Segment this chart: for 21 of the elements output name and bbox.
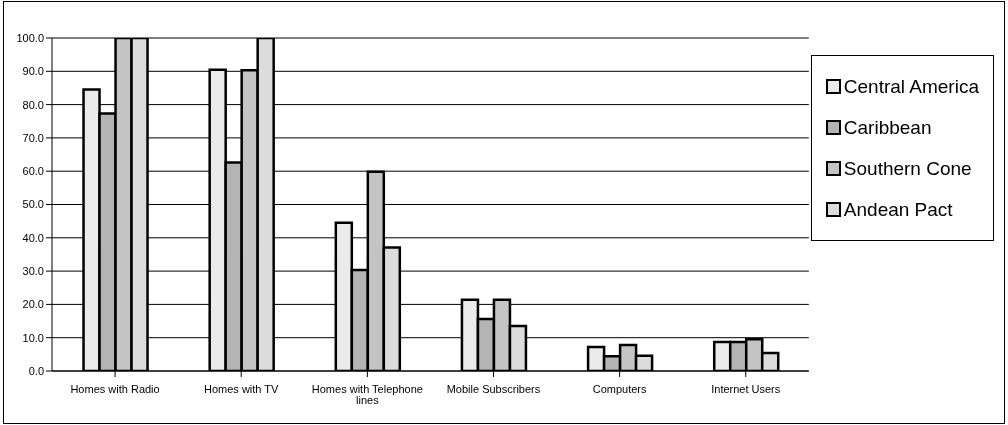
y-tick-label: 0.0 bbox=[28, 364, 44, 377]
legend-label: Andean Pact bbox=[843, 198, 953, 221]
y-tick-label: 60.0 bbox=[22, 165, 44, 178]
y-tick-label: 40.0 bbox=[22, 231, 44, 244]
x-tick-label: Computers bbox=[592, 382, 648, 395]
y-tick-label: 80.0 bbox=[22, 98, 44, 111]
x-tick-label: Homes with Telephone lines bbox=[311, 382, 423, 406]
y-tick-label: 10.0 bbox=[22, 331, 44, 344]
x-tick-label: Mobile Subscribers bbox=[446, 382, 541, 395]
x-tick-label: Internet Users bbox=[711, 382, 781, 395]
x-tick-label: Homes with Radio bbox=[70, 382, 160, 395]
y-tick-label: 90.0 bbox=[22, 65, 44, 78]
y-tick-label: 70.0 bbox=[22, 131, 44, 144]
legend-label: Southern Cone bbox=[843, 157, 972, 180]
y-tick-label: 100.0 bbox=[16, 31, 44, 44]
x-tick-label: Homes with TV bbox=[204, 382, 280, 395]
legend-label: Caribbean bbox=[843, 116, 932, 139]
y-tick-label: 50.0 bbox=[22, 198, 44, 211]
y-tick-label: 20.0 bbox=[22, 298, 44, 311]
legend-label: Central America bbox=[843, 75, 979, 98]
y-tick-label: 30.0 bbox=[22, 265, 44, 278]
